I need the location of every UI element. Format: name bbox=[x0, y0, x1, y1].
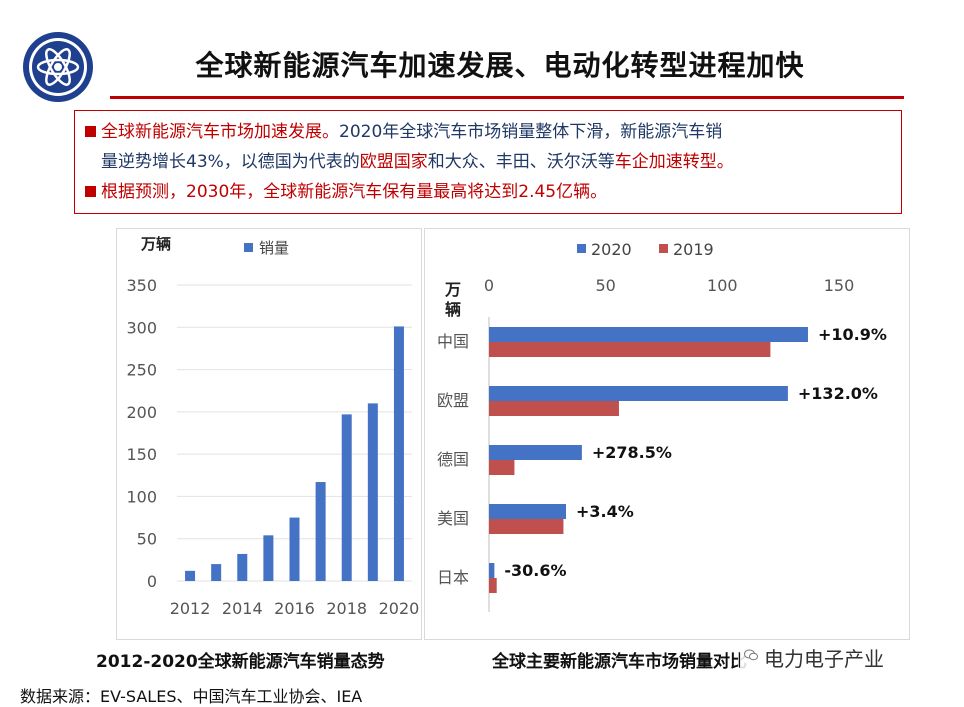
title-divider bbox=[110, 96, 904, 99]
data-source: 数据来源：EV-SALES、中国汽车工业协会、IEA bbox=[20, 687, 363, 706]
category-label: 日本 bbox=[437, 568, 469, 587]
watermark: 电力电子产业 bbox=[740, 643, 888, 672]
y-axis-unit-label: 万辆 bbox=[140, 235, 171, 253]
bullet-icon bbox=[85, 186, 96, 197]
bar bbox=[237, 553, 248, 581]
x-tick-label: 2014 bbox=[222, 599, 263, 618]
growth-annotation: +10.9% bbox=[818, 325, 887, 344]
page-title: 全球新能源汽车加速发展、电动化转型进程加快 bbox=[195, 49, 805, 82]
right-chart-caption: 全球主要新能源汽车市场销量对比 bbox=[492, 652, 747, 672]
summary-text: 欧盟国家 bbox=[359, 152, 428, 172]
y-tick-label: 300 bbox=[126, 318, 157, 337]
sales-trend-chart-panel: 万辆 销量 0 50 100 150 200 250 300 350 2012 2014 2016 201… bbox=[116, 228, 422, 640]
bar bbox=[489, 563, 495, 578]
axis-unit-label: 辆 bbox=[445, 300, 461, 319]
bar bbox=[341, 414, 352, 581]
x-tick-label: 2016 bbox=[274, 599, 315, 618]
summary-line-1: 全球新能源汽车市场加速发展。2020年全球汽车市场销量整体下滑，新能源汽车销 bbox=[85, 117, 891, 147]
bar bbox=[489, 401, 619, 416]
growth-annotation: +278.5% bbox=[592, 443, 672, 462]
bar bbox=[367, 403, 378, 581]
growth-annotation: +132.0% bbox=[798, 384, 878, 403]
category-label: 欧盟 bbox=[437, 391, 469, 410]
legend-label: 2020 bbox=[591, 240, 632, 259]
summary-text: 全球新能源汽车市场加速发展。 bbox=[101, 122, 339, 142]
bar bbox=[489, 445, 582, 460]
wechat-icon bbox=[744, 649, 758, 661]
market-comparison-chart-panel: 2020 2019 万辆 0 50 100 150 中国 +10.9% 欧盟 +132.0% 德国 +2… bbox=[424, 228, 910, 640]
legend-swatch bbox=[244, 243, 253, 252]
y-tick-label: 0 bbox=[147, 572, 157, 591]
summary-text: 2020年全球汽车市场销量整体下滑，新能源汽车销 bbox=[339, 122, 723, 142]
bar bbox=[211, 564, 222, 581]
legend-swatch bbox=[577, 244, 586, 253]
left-chart-caption: 2012-2020全球新能源汽车销量态势 bbox=[96, 652, 385, 672]
bar bbox=[489, 519, 564, 534]
growth-annotation: +3.4% bbox=[576, 502, 634, 521]
bar bbox=[489, 460, 515, 475]
summary-text: 车企加速转型。 bbox=[614, 152, 734, 172]
bar bbox=[185, 570, 196, 581]
summary-box: 全球新能源汽车市场加速发展。2020年全球汽车市场销量整体下滑，新能源汽车销 量… bbox=[74, 110, 902, 214]
y-tick-label: 200 bbox=[126, 403, 157, 422]
bar bbox=[315, 482, 326, 581]
bar bbox=[489, 504, 566, 519]
x-tick-label: 150 bbox=[824, 276, 855, 295]
category-label: 美国 bbox=[437, 509, 469, 528]
bar bbox=[263, 535, 274, 581]
x-tick-label: 50 bbox=[595, 276, 615, 295]
bar bbox=[489, 342, 771, 357]
x-tick-label: 100 bbox=[707, 276, 738, 295]
summary-text: 量逆势增长43%，以德国为代表的 bbox=[101, 152, 360, 172]
bar bbox=[489, 578, 497, 593]
market-comparison-chart: 2020 2019 万辆 0 50 100 150 中国 +10.9% 欧盟 +132.0% 德国 +2… bbox=[437, 240, 887, 612]
summary-text: 根据预测，2030年，全球新能源汽车保有量最高将达到2.45亿辆。 bbox=[101, 182, 608, 202]
legend-label: 2019 bbox=[673, 240, 714, 259]
x-tick-label: 2018 bbox=[326, 599, 367, 618]
category-label: 中国 bbox=[437, 332, 469, 351]
y-tick-label: 50 bbox=[137, 530, 157, 549]
x-tick-label: 2020 bbox=[379, 599, 420, 618]
legend-swatch bbox=[659, 244, 668, 253]
bar bbox=[393, 326, 404, 581]
bar bbox=[489, 327, 808, 342]
watermark-text: 电力电子产业 bbox=[764, 647, 884, 671]
y-tick-label: 150 bbox=[126, 445, 157, 464]
y-tick-label: 350 bbox=[126, 276, 157, 295]
summary-line-2: 量逆势增长43%，以德国为代表的欧盟国家和大众、丰田、沃尔沃等车企加速转型。 bbox=[85, 147, 891, 177]
y-tick-label: 250 bbox=[126, 361, 157, 380]
category-label: 德国 bbox=[437, 450, 469, 469]
bar bbox=[289, 517, 300, 581]
summary-text: 和大众、丰田、沃尔沃等 bbox=[427, 152, 615, 172]
sales-trend-chart: 万辆 销量 0 50 100 150 200 250 300 350 2012 2014 2016 201… bbox=[126, 235, 420, 618]
axis-unit-label: 万 bbox=[444, 280, 461, 299]
growth-annotation: -30.6% bbox=[504, 561, 566, 580]
legend-label: 销量 bbox=[259, 239, 289, 257]
x-tick-label: 0 bbox=[484, 276, 494, 295]
bullet-icon bbox=[85, 126, 96, 137]
bar bbox=[489, 386, 788, 401]
x-tick-label: 2012 bbox=[170, 599, 211, 618]
summary-line-3: 根据预测，2030年，全球新能源汽车保有量最高将达到2.45亿辆。 bbox=[85, 177, 891, 207]
y-tick-label: 100 bbox=[126, 487, 157, 506]
emblem-logo bbox=[23, 32, 93, 102]
